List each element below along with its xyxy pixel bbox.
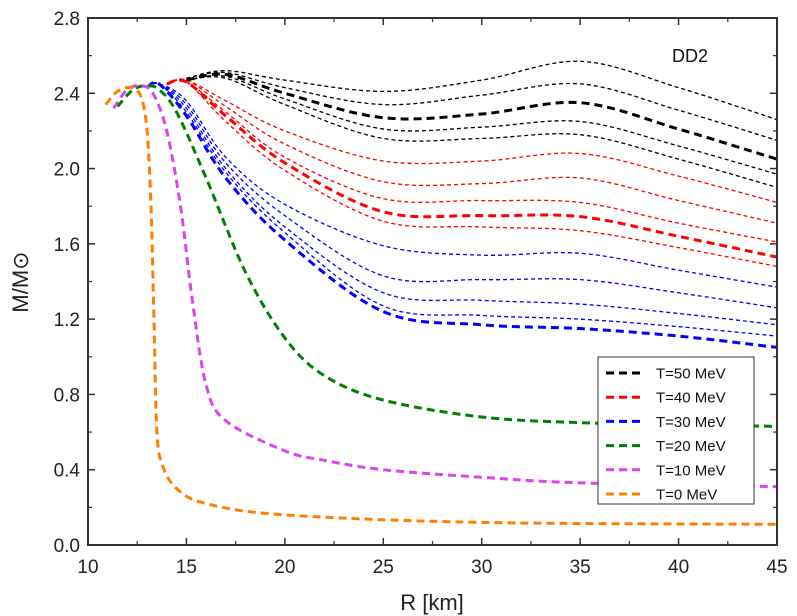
y-tick-label: 0.0 xyxy=(54,536,80,557)
series-line-11-thin xyxy=(146,82,777,337)
x-tick-label: 15 xyxy=(176,557,197,578)
x-tick-label: 45 xyxy=(766,557,787,578)
x-tick-label: 35 xyxy=(570,557,591,578)
x-tick-label: 10 xyxy=(77,557,98,578)
y-tick-label: 2.8 xyxy=(54,9,80,30)
series-line-8-thin xyxy=(146,82,777,288)
series-line-17-main xyxy=(104,85,777,526)
annotation-dd2: DD2 xyxy=(672,46,708,66)
x-axis-title: R [km] xyxy=(400,590,464,615)
legend-label: T=10 MeV xyxy=(656,462,726,479)
x-tick-label: 40 xyxy=(668,557,689,578)
series-line-4-thin xyxy=(166,78,777,204)
x-tick-label: 30 xyxy=(471,557,492,578)
legend-label: T=20 MeV xyxy=(656,438,726,455)
curves-layer xyxy=(104,60,777,526)
series-line-15-main xyxy=(116,84,777,428)
series-line-1-thin xyxy=(186,71,777,141)
y-axis-title: M/M⊙ xyxy=(8,251,33,312)
y-tick-label: 2.0 xyxy=(54,160,80,181)
series-line-9-thin xyxy=(146,82,777,309)
series-line-14-main xyxy=(146,80,777,349)
series-line-7-thin xyxy=(166,78,777,268)
legend: T=50 MeV T=40 MeV T=30 MeV T=20 MeV T=10 MeV… xyxy=(597,356,755,505)
series-line-5-thin xyxy=(166,78,777,224)
legend-label: T=40 MeV xyxy=(656,390,726,407)
y-tick-label: 1.2 xyxy=(54,310,80,331)
series-line-0-thin xyxy=(186,60,777,121)
series-line-3-thin xyxy=(186,76,777,189)
y-tick-label: 0.4 xyxy=(54,461,81,482)
series-line-6-thin xyxy=(166,79,777,243)
legend-box xyxy=(597,356,755,505)
x-tick-label: 20 xyxy=(274,557,295,578)
ticks-layer: 10 15 20 25 30 35 40 45 0.0 0.4 0.8 1.2 1.6 2.0 2.4 2.8 xyxy=(54,9,788,578)
series-line-12-main xyxy=(186,72,777,161)
y-tick-label: 1.6 xyxy=(54,235,80,256)
legend-label: T=0 MeV xyxy=(656,487,717,504)
series-line-13-main xyxy=(166,78,777,259)
y-tick-label: 0.8 xyxy=(54,385,80,406)
series-line-10-thin xyxy=(146,82,777,326)
series-line-16-main xyxy=(112,84,777,489)
x-tick-label: 25 xyxy=(373,557,394,578)
legend-label: T=30 MeV xyxy=(656,414,726,431)
series-line-2-thin xyxy=(186,74,777,175)
legend-label: T=50 MeV xyxy=(656,366,726,383)
y-tick-label: 2.4 xyxy=(54,84,81,105)
